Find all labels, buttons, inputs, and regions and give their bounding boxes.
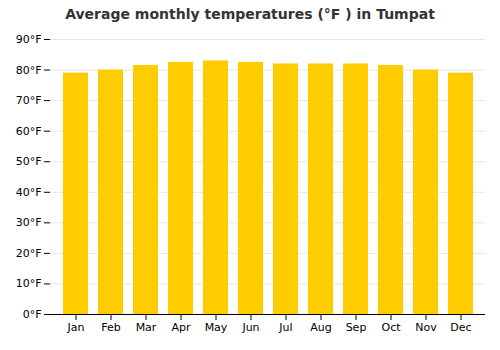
svg-text:Jun: Jun	[241, 321, 259, 334]
svg-text:Feb: Feb	[101, 321, 120, 334]
svg-text:80°F: 80°F	[16, 64, 42, 77]
html-text:Average monthly temperatures (: Average monthly temperatures (°F ) in Tu…	[65, 6, 435, 22]
svg-text:10°F: 10°F	[16, 277, 42, 290]
svg-text:30°F: 30°F	[16, 216, 42, 229]
svg-text:40°F: 40°F	[16, 186, 42, 199]
svg-text:0°F: 0°F	[23, 308, 42, 321]
svg-text:Oct: Oct	[381, 321, 401, 334]
svg-text:Aug: Aug	[310, 321, 331, 334]
svg-text:Dec: Dec	[450, 321, 471, 334]
svg-text:Apr: Apr	[171, 321, 191, 334]
svg-text:Jan: Jan	[67, 321, 85, 334]
svg-text:Mar: Mar	[136, 321, 157, 334]
svg-text:50°F: 50°F	[16, 155, 42, 168]
svg-text:Nov: Nov	[415, 321, 437, 334]
svg-text:Sep: Sep	[346, 321, 367, 334]
svg-text:May: May	[205, 321, 228, 334]
svg-text:Jul: Jul	[278, 321, 292, 334]
svg-text:70°F: 70°F	[16, 94, 42, 107]
svg-text:60°F: 60°F	[16, 125, 42, 138]
svg-text:90°F: 90°F	[16, 33, 42, 46]
svg-text:20°F: 20°F	[16, 247, 42, 260]
